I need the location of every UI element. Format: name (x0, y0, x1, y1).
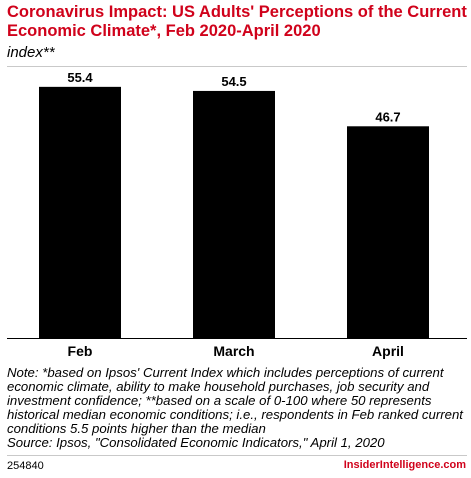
chart-subtitle: index** (7, 44, 55, 61)
brand-logo-text[interactable]: InsiderIntelligence.com (343, 459, 466, 471)
data-label-april: 46.7 (375, 109, 400, 124)
x-tick-label-feb: Feb (68, 343, 93, 359)
chart-source: Source: Ipsos, "Consolidated Economic In… (7, 435, 385, 450)
chart-title: Coronavirus Impact: US Adults' Perceptio… (7, 3, 467, 40)
x-tick-label-march: March (213, 343, 254, 359)
x-tick-label-april: April (372, 343, 404, 359)
bottom-divider (7, 455, 467, 456)
data-label-march: 54.5 (221, 74, 246, 89)
data-label-feb: 55.4 (67, 70, 93, 85)
bar-march (193, 90, 275, 338)
bar-april (347, 126, 429, 338)
bar-feb (39, 86, 121, 338)
top-divider (7, 66, 467, 67)
chart-note: Note: *based on Ipsos' Current Index whi… (7, 365, 463, 436)
bar-chart: 55.4 Feb 54.5 March 46.7 April (7, 70, 467, 359)
chart-id: 254840 (7, 460, 44, 472)
